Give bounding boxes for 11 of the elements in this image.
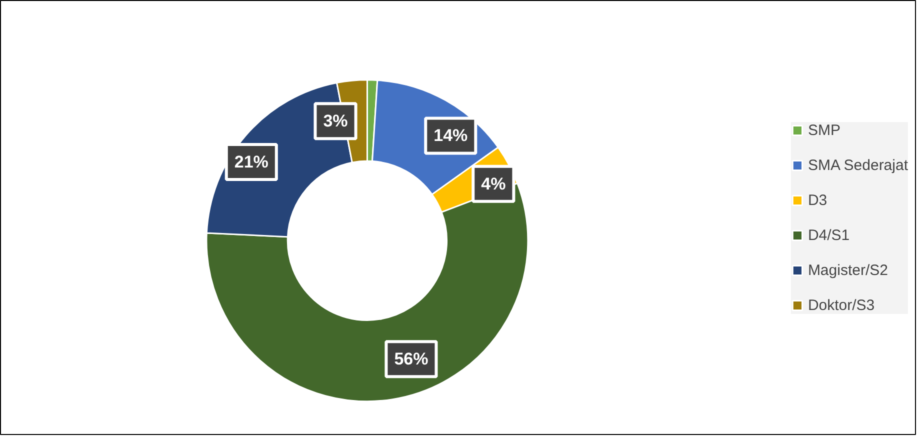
data-label: 21% bbox=[234, 152, 268, 172]
legend-label: Magister/S2 bbox=[808, 262, 888, 278]
data-label: 4% bbox=[481, 174, 506, 194]
legend-label: D3 bbox=[808, 192, 828, 208]
legend-label: SMA Sederajat bbox=[808, 156, 908, 174]
data-label: 56% bbox=[394, 350, 428, 369]
legend-label: D4/S1 bbox=[808, 226, 850, 244]
legend-label: Doktor/S3 bbox=[808, 296, 875, 314]
legend-label: SMP bbox=[808, 122, 840, 138]
data-label: 3% bbox=[323, 112, 348, 131]
data-label: 14% bbox=[434, 126, 468, 146]
